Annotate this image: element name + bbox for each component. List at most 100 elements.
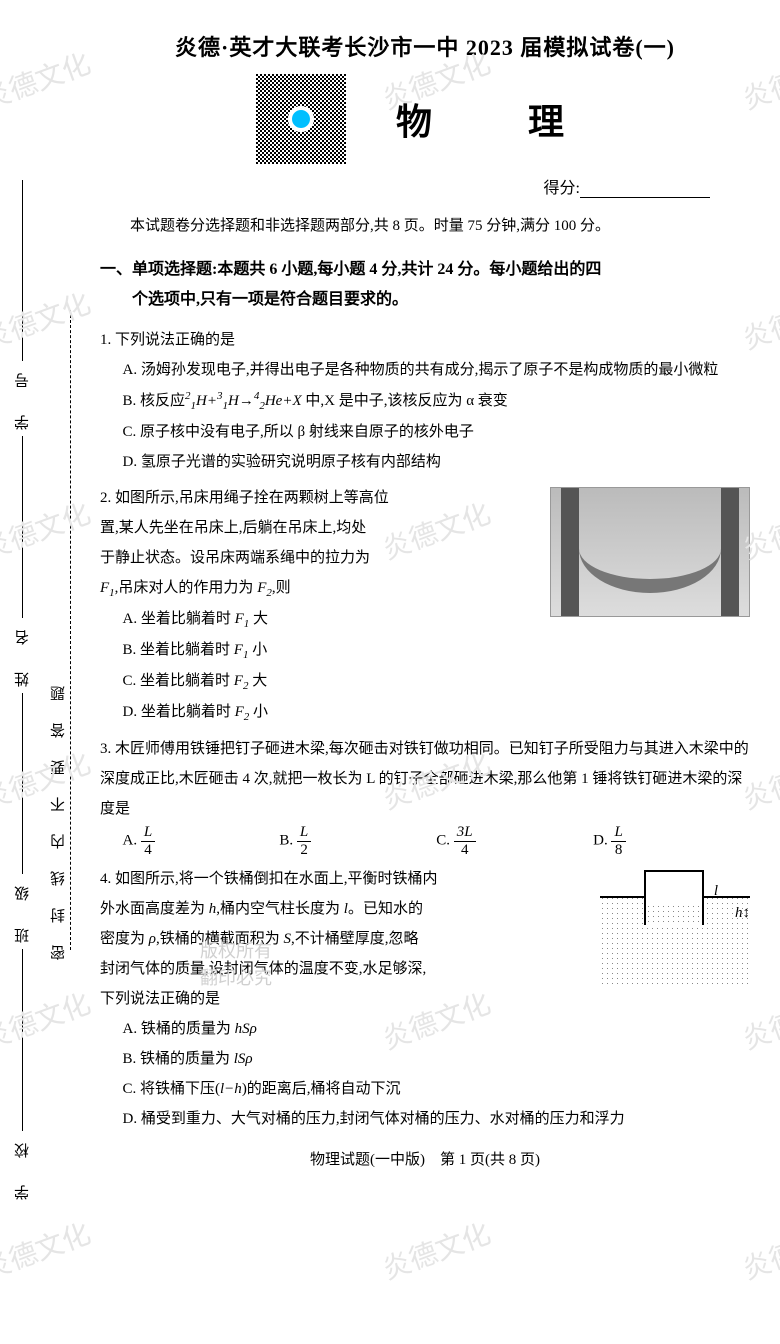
q3-options: A. L4 B. L2 C. 3L4 D. L8 — [100, 824, 750, 858]
subject-row: 物 理 — [100, 74, 750, 164]
score-line: 得分: — [100, 174, 710, 198]
q4-c-mid: )的距离后,桶将自动下沉 — [242, 1081, 401, 1097]
q1-number: 1. — [100, 332, 111, 348]
q2-opt-c: C. 坐着比躺着时 F2 大 — [123, 666, 751, 697]
q2-a-f: F1 — [235, 611, 250, 627]
q3-opt-a: A. L4 — [123, 824, 280, 858]
q3-c-frac: 3L4 — [454, 824, 476, 858]
q4-text: 如图所示,将一个铁桶倒扣在水面上,平衡时铁桶内 外水面高度差为 h,桶内空气柱长… — [100, 871, 438, 1007]
q3-a-num: L — [141, 824, 155, 842]
score-blank — [580, 197, 710, 198]
label-l: l — [714, 876, 718, 906]
q2-opt-b: B. 坐着比躺着时 F1 小 — [123, 635, 751, 666]
watermark: 炎德文化 — [737, 1212, 780, 1288]
q1-b-pre: B. 核反应 — [123, 393, 186, 409]
q3-b-num: L — [297, 824, 311, 842]
q2-d-pre: D. 坐着比躺着时 — [123, 704, 235, 720]
q2-c-f: F2 — [234, 673, 249, 689]
q3-c-den: 4 — [454, 842, 476, 859]
qr-code — [256, 74, 346, 164]
q3-d-num: L — [611, 824, 625, 842]
q4-a-expr: hSρ — [235, 1021, 257, 1037]
q2-l4-post: ,则 — [272, 580, 291, 596]
q4-number: 4. — [100, 871, 111, 887]
q4-a-pre: A. 铁桶的质量为 — [123, 1021, 235, 1037]
q4-s: S — [283, 931, 291, 947]
q4-l3-mid: ,铁桶的横截面积为 — [156, 931, 284, 947]
q4-l5: 下列说法正确的是 — [100, 991, 220, 1007]
q3-opt-d: D. L8 — [593, 824, 750, 858]
q4-options: A. 铁桶的质量为 hSρ B. 铁桶的质量为 lSρ C. 将铁桶下压(l−h… — [100, 1014, 750, 1134]
q2-text: 如图所示,吊床用绳子拴在两颗树上等高位 置,某人先坐在吊床上,后躺在吊床上,均处… — [100, 490, 389, 596]
section-1-header: 一、单项选择题:本题共 6 小题,每小题 4 分,共计 24 分。每小题给出的四… — [100, 255, 750, 316]
watermark: 炎德文化 — [377, 1212, 496, 1288]
q3-text: 木匠师傅用铁锤把钉子砸进木梁,每次砸击对铁钉做功相同。已知钉子所受阻力与其进入木… — [100, 741, 749, 817]
q2-d-f: F2 — [235, 704, 250, 720]
q4-l3-post: ,不计桶壁厚度,忽略 — [291, 931, 419, 947]
q2-f2: F2 — [257, 580, 272, 596]
q4-opt-b: B. 铁桶的质量为 lSρ — [123, 1044, 751, 1074]
q3-d-den: 8 — [611, 842, 625, 859]
q1-opt-c: C. 原子核中没有电子,所以 β 射线来自原子的核外电子 — [123, 417, 751, 447]
q2-l2: 置,某人先坐在吊床上,后躺在吊床上,均处 — [100, 520, 366, 536]
q4-l2-mid: ,桶内空气柱长度为 — [216, 901, 344, 917]
q3-d-frac: L8 — [611, 824, 625, 858]
q1-b-mid: 中,X 是中子,该核反应为 α 衰变 — [305, 393, 507, 409]
q2-figure — [550, 487, 750, 617]
exam-title: 炎德·英才大联考长沙市一中 2023 届模拟试卷(一) — [100, 30, 750, 62]
page-footer: 物理试题(一中版) 第 1 页(共 8 页) — [100, 1148, 750, 1169]
q4-l4: 封闭气体的质量,设封闭气体的温度不变,水足够深, — [100, 961, 426, 977]
q3-opt-b: B. L2 — [279, 824, 436, 858]
question-1: 1. 下列说法正确的是 A. 汤姆孙发现电子,并得出电子是各种物质的共有成分,揭… — [100, 325, 750, 477]
page-content: 炎德·英才大联考长沙市一中 2023 届模拟试卷(一) 物 理 得分: 本试题卷… — [0, 0, 780, 1189]
q4-l3-pre: 密度为 — [100, 931, 149, 947]
q3-c-label: C. — [436, 833, 450, 849]
exam-instruction: 本试题卷分选择题和非选择题两部分,共 8 页。时量 75 分钟,满分 100 分… — [100, 212, 750, 241]
q4-c-expr: l−h — [220, 1081, 242, 1097]
q4-opt-c: C. 将铁桶下压(l−h)的距离后,桶将自动下沉 — [123, 1074, 751, 1104]
q3-number: 3. — [100, 741, 111, 757]
q1-opt-b: B. 核反应21H+31H→42He+X 中,X 是中子,该核反应为 α 衰变 — [123, 385, 751, 417]
question-3: 3. 木匠师傅用铁锤把钉子砸进木梁,每次砸击对铁钉做功相同。已知钉子所受阻力与其… — [100, 734, 750, 858]
q4-l2-post: 。已知水的 — [348, 901, 423, 917]
q3-b-frac: L2 — [297, 824, 311, 858]
q2-d-post: 小 — [249, 704, 268, 720]
q4-l1: 如图所示,将一个铁桶倒扣在水面上,平衡时铁桶内 — [115, 871, 438, 887]
q2-b-pre: B. 坐着比躺着时 — [123, 642, 234, 658]
q2-b-post: 小 — [248, 642, 267, 658]
q3-d-label: D. — [593, 833, 608, 849]
q2-options: A. 坐着比躺着时 F1 大 B. 坐着比躺着时 F1 小 C. 坐着比躺着时 … — [100, 604, 750, 728]
bucket-inner-water — [646, 904, 702, 925]
q4-b-expr: lSρ — [234, 1051, 253, 1067]
score-label: 得分: — [544, 180, 580, 197]
q3-a-frac: L4 — [141, 824, 155, 858]
q4-opt-d: D. 桶受到重力、大气对桶的压力,封闭气体对桶的压力、水对桶的压力和浮力 — [123, 1104, 751, 1134]
q4-c-pre: C. 将铁桶下压( — [123, 1081, 221, 1097]
q1-options: A. 汤姆孙发现电子,并得出电子是各种物质的共有成分,揭示了原子不是构成物质的最… — [100, 355, 750, 477]
q2-f1: F1 — [100, 580, 115, 596]
q4-rho: ρ — [149, 931, 156, 947]
q2-opt-d: D. 坐着比躺着时 F2 小 — [123, 697, 751, 728]
label-h: h↕ — [735, 898, 750, 928]
q1-opt-a: A. 汤姆孙发现电子,并得出电子是各种物质的共有成分,揭示了原子不是构成物质的最… — [123, 355, 751, 385]
q2-a-post: 大 — [249, 611, 268, 627]
bucket-shape — [644, 870, 704, 925]
subject-name: 物 理 — [396, 93, 594, 145]
q3-b-den: 2 — [297, 842, 311, 859]
section-1-line2: 个选项中,只有一项是符合题目要求的。 — [100, 285, 750, 315]
section-1-line1: 一、单项选择题:本题共 6 小题,每小题 4 分,共计 24 分。每小题给出的四 — [100, 261, 601, 278]
q3-b-label: B. — [279, 833, 293, 849]
q4-l2-pre: 外水面高度差为 — [100, 901, 209, 917]
q3-c-num: 3L — [454, 824, 476, 842]
q1-opt-d: D. 氢原子光谱的实验研究说明原子核有内部结构 — [123, 447, 751, 477]
q4-opt-a: A. 铁桶的质量为 hSρ — [123, 1014, 751, 1044]
q2-c-pre: C. 坐着比躺着时 — [123, 673, 234, 689]
q2-a-pre: A. 坐着比躺着时 — [123, 611, 235, 627]
q4-figure: l h↕ — [600, 868, 750, 988]
q1-text: 下列说法正确的是 — [115, 332, 235, 348]
q2-l1: 如图所示,吊床用绳子拴在两颗树上等高位 — [115, 490, 389, 506]
q3-opt-c: C. 3L4 — [436, 824, 593, 858]
question-4: l h↕ 4. 如图所示,将一个铁桶倒扣在水面上,平衡时铁桶内 外水面高度差为 … — [100, 864, 750, 1134]
q2-l3: 于静止状态。设吊床两端系绳中的拉力为 — [100, 550, 370, 566]
hammock-curve — [579, 543, 721, 593]
